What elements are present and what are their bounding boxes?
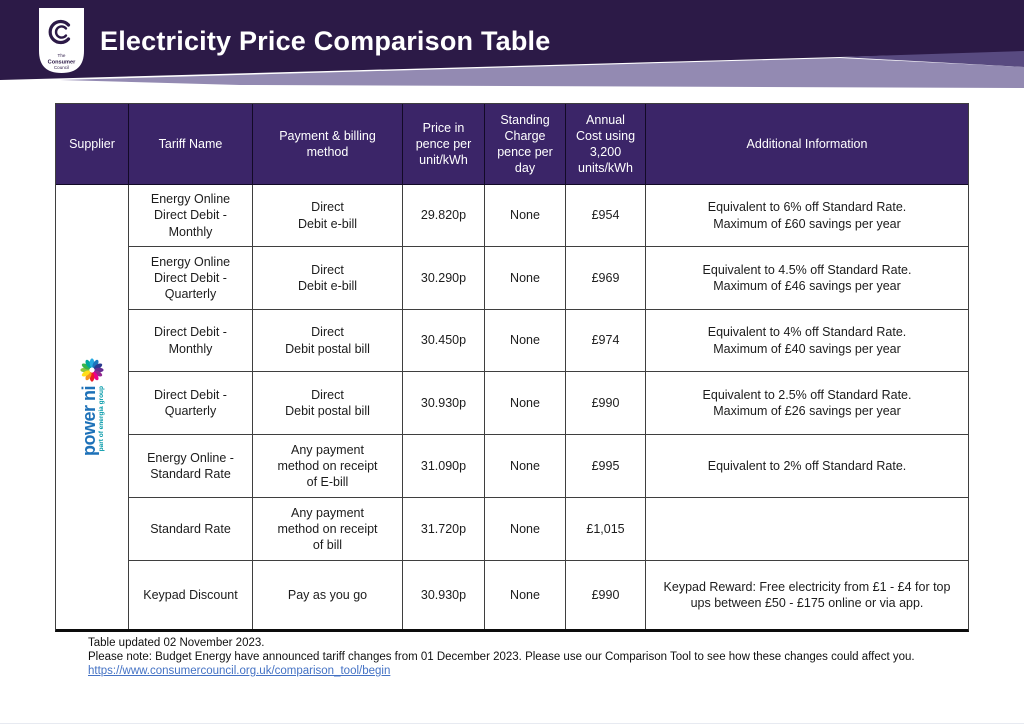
comparison-tool-link[interactable]: https://www.consumercouncil.org.uk/compa… bbox=[88, 665, 391, 678]
cell-standing-charge: None bbox=[485, 498, 566, 561]
cell-payment: Any payment method on receipt of bill bbox=[253, 498, 403, 561]
table-updated-text: Table updated 02 November 2023. bbox=[88, 637, 265, 649]
cell-standing-charge: None bbox=[485, 247, 566, 310]
cell-annual-cost: £990 bbox=[566, 372, 646, 435]
logo-line-the: The bbox=[58, 53, 66, 58]
cell-price: 30.290p bbox=[403, 247, 485, 310]
logo-line-consumer: Consumer bbox=[48, 60, 76, 66]
powerni-subtitle: part of energia group bbox=[98, 385, 105, 452]
col-header-payment: Payment & billing method bbox=[253, 104, 403, 185]
footer-note: Table updated 02 November 2023. Please n… bbox=[88, 636, 916, 678]
budget-energy-note: Please note: Budget Energy have announce… bbox=[88, 650, 916, 678]
cell-annual-cost: £974 bbox=[566, 310, 646, 372]
cell-annual-cost: £969 bbox=[566, 247, 646, 310]
cell-tariff: Energy Online Direct Debit - Quarterly bbox=[129, 247, 253, 310]
col-header-price: Price in pence per unit/kWh bbox=[403, 104, 485, 185]
banner-background-shapes bbox=[0, 0, 1024, 88]
cell-tariff: Energy Online - Standard Rate bbox=[129, 435, 253, 498]
logo-line-council: Council bbox=[54, 65, 69, 70]
page-title: Electricity Price Comparison Table bbox=[100, 26, 551, 56]
cell-additional-info: Equivalent to 2.5% off Standard Rate. Ma… bbox=[646, 372, 968, 435]
col-header-standing-charge: Standing Charge pence per day bbox=[485, 104, 566, 185]
cell-price: 29.820p bbox=[403, 185, 485, 247]
note-text: Please note: Budget Energy have announce… bbox=[88, 651, 915, 664]
cell-standing-charge: None bbox=[485, 435, 566, 498]
col-header-supplier: Supplier bbox=[56, 104, 129, 185]
cell-price: 30.450p bbox=[403, 310, 485, 372]
cell-price: 31.090p bbox=[403, 435, 485, 498]
cell-additional-info: Keypad Reward: Free electricity from £1 … bbox=[663, 579, 951, 610]
cell-payment: Direct Debit e-bill bbox=[253, 247, 403, 310]
cell-tariff: Standard Rate bbox=[129, 498, 253, 561]
cell-payment: Pay as you go bbox=[253, 561, 403, 629]
cell-additional-info: Equivalent to 4% off Standard Rate. Maxi… bbox=[646, 310, 968, 372]
cell-tariff: Keypad Discount bbox=[129, 561, 253, 629]
cell-payment: Direct Debit postal bill bbox=[253, 372, 403, 435]
cell-additional-info: Equivalent to 4.5% off Standard Rate. Ma… bbox=[646, 247, 968, 310]
cell-standing-charge: None bbox=[485, 185, 566, 247]
cell-standing-charge: None bbox=[485, 561, 566, 629]
header-banner: The Consumer Council Electricity Price C… bbox=[0, 0, 1024, 103]
supplier-cell: power ni part of energia group bbox=[56, 185, 129, 629]
col-header-tariff: Tariff Name bbox=[129, 104, 253, 185]
cell-tariff: Energy Online Direct Debit - Monthly bbox=[129, 185, 253, 247]
cell-price: 30.930p bbox=[403, 561, 485, 629]
cell-tariff: Direct Debit - Quarterly bbox=[129, 372, 253, 435]
cell-annual-cost: £995 bbox=[566, 435, 646, 498]
cell-price: 31.720p bbox=[403, 498, 485, 561]
cell-payment: Direct Debit e-bill bbox=[253, 185, 403, 247]
col-header-additional-info: Additional Information bbox=[646, 104, 968, 185]
cell-payment: Direct Debit postal bill bbox=[253, 310, 403, 372]
consumer-council-logo: The Consumer Council bbox=[39, 8, 84, 73]
cell-additional-info: Equivalent to 6% off Standard Rate. Maxi… bbox=[646, 185, 968, 247]
cell-price: 30.930p bbox=[403, 372, 485, 435]
cell-annual-cost: £1,015 bbox=[566, 498, 646, 561]
cell-payment: Any payment method on receipt of E-bill bbox=[253, 435, 403, 498]
col-header-annual-cost: Annual Cost using 3,200 units/kWh bbox=[566, 104, 646, 185]
cell-additional-info: Equivalent to 2% off Standard Rate. bbox=[646, 435, 968, 498]
cell-tariff: Direct Debit - Monthly bbox=[129, 310, 253, 372]
cell-standing-charge: None bbox=[485, 310, 566, 372]
cell-standing-charge: None bbox=[485, 372, 566, 435]
powerni-pinwheel-icon bbox=[80, 358, 104, 382]
cell-annual-cost: £954 bbox=[566, 185, 646, 247]
cell-additional-info bbox=[646, 498, 968, 561]
price-comparison-table: Supplier Tariff Name Payment & billing m… bbox=[55, 103, 969, 632]
powerni-wordmark: power ni bbox=[79, 385, 99, 457]
powerni-logo: power ni part of energia group bbox=[79, 358, 105, 456]
cell-annual-cost: £990 bbox=[566, 561, 646, 629]
